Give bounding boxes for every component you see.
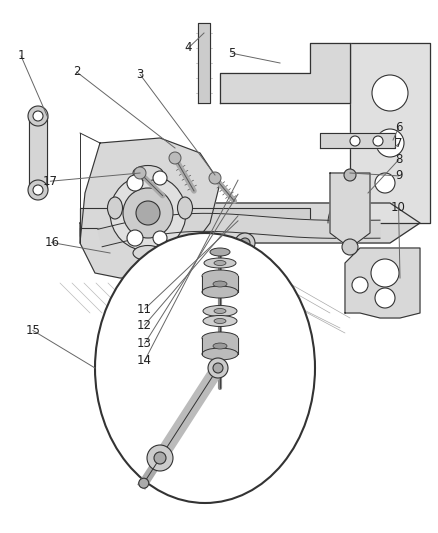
Text: 8: 8 <box>395 154 402 166</box>
Text: 17: 17 <box>43 175 58 188</box>
Circle shape <box>153 171 167 185</box>
Circle shape <box>147 445 173 471</box>
Circle shape <box>375 173 395 193</box>
Ellipse shape <box>213 281 227 287</box>
Circle shape <box>372 75 408 111</box>
Polygon shape <box>220 43 350 103</box>
Circle shape <box>153 231 167 245</box>
Ellipse shape <box>202 332 238 344</box>
Circle shape <box>33 111 43 121</box>
Circle shape <box>352 277 368 293</box>
Polygon shape <box>330 173 370 248</box>
Polygon shape <box>350 43 430 223</box>
Polygon shape <box>328 191 370 223</box>
Text: 5: 5 <box>229 47 236 60</box>
Text: 14: 14 <box>137 354 152 367</box>
Ellipse shape <box>133 166 163 181</box>
Ellipse shape <box>210 248 230 256</box>
Ellipse shape <box>214 319 226 324</box>
Ellipse shape <box>214 309 226 313</box>
Ellipse shape <box>95 233 315 503</box>
Text: 1: 1 <box>17 50 25 62</box>
Polygon shape <box>80 208 310 228</box>
Circle shape <box>127 230 143 246</box>
Ellipse shape <box>202 348 238 360</box>
Ellipse shape <box>202 286 238 298</box>
Circle shape <box>209 172 221 184</box>
Circle shape <box>180 288 190 298</box>
Circle shape <box>134 167 146 179</box>
Ellipse shape <box>203 316 237 327</box>
Ellipse shape <box>202 270 238 282</box>
Text: 4: 4 <box>184 42 192 54</box>
Circle shape <box>28 180 48 200</box>
Circle shape <box>123 188 173 238</box>
Polygon shape <box>202 338 238 354</box>
Text: 6: 6 <box>395 122 403 134</box>
Text: 13: 13 <box>137 337 152 350</box>
Ellipse shape <box>213 343 227 349</box>
Polygon shape <box>320 133 395 148</box>
Ellipse shape <box>177 197 192 219</box>
Ellipse shape <box>107 197 123 219</box>
Circle shape <box>136 201 160 225</box>
Circle shape <box>373 136 383 146</box>
Ellipse shape <box>214 261 226 265</box>
Text: 11: 11 <box>137 303 152 316</box>
Text: 15: 15 <box>25 324 40 337</box>
Circle shape <box>213 363 223 373</box>
Polygon shape <box>198 23 210 103</box>
Circle shape <box>28 106 48 126</box>
Circle shape <box>208 358 228 378</box>
Polygon shape <box>80 138 220 278</box>
Circle shape <box>350 136 360 146</box>
Ellipse shape <box>203 305 237 317</box>
Circle shape <box>127 175 143 191</box>
Text: 16: 16 <box>44 236 59 249</box>
Circle shape <box>240 238 250 248</box>
Text: 3: 3 <box>137 68 144 81</box>
Circle shape <box>376 129 404 157</box>
Circle shape <box>154 452 166 464</box>
Circle shape <box>342 239 358 255</box>
Text: 2: 2 <box>73 66 81 78</box>
Ellipse shape <box>133 246 163 261</box>
Polygon shape <box>80 203 420 243</box>
Circle shape <box>344 169 356 181</box>
Text: 7: 7 <box>395 138 403 150</box>
Circle shape <box>169 152 181 164</box>
Text: 10: 10 <box>391 201 406 214</box>
Polygon shape <box>29 116 47 190</box>
Circle shape <box>110 175 186 251</box>
Circle shape <box>33 185 43 195</box>
Ellipse shape <box>204 258 236 268</box>
Circle shape <box>139 478 149 488</box>
Text: 9: 9 <box>395 169 403 182</box>
Polygon shape <box>98 213 380 247</box>
Polygon shape <box>202 276 238 292</box>
Circle shape <box>235 233 255 253</box>
Polygon shape <box>345 248 420 318</box>
Text: 12: 12 <box>137 319 152 332</box>
Circle shape <box>375 288 395 308</box>
Circle shape <box>371 259 399 287</box>
Circle shape <box>175 283 195 303</box>
